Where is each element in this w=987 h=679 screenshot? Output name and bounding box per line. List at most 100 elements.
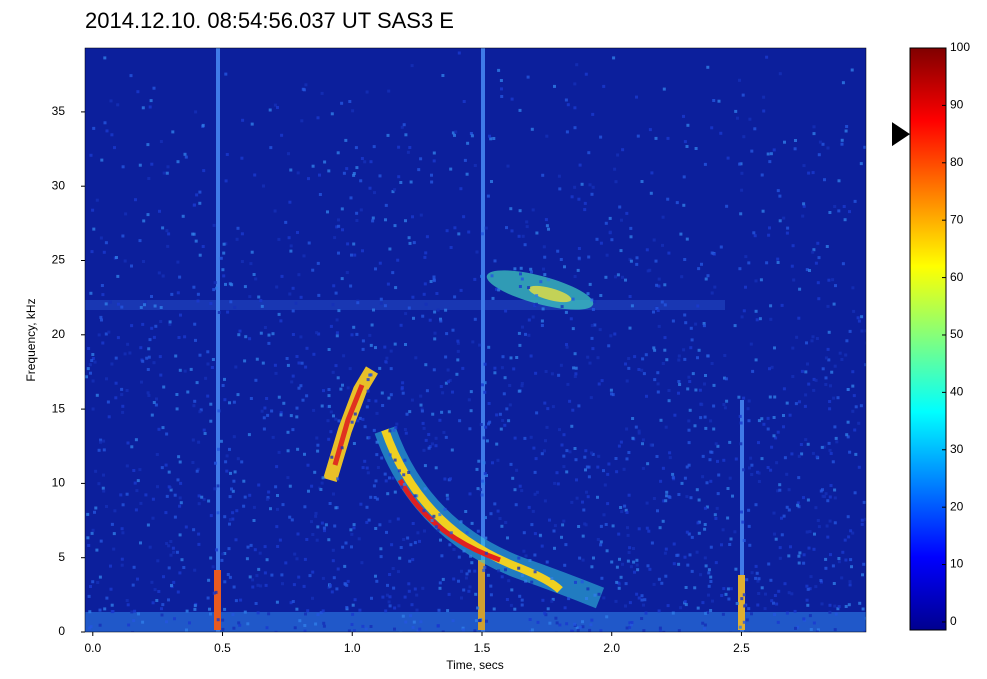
speckle (626, 559, 630, 563)
speckle (490, 180, 493, 183)
speckle (257, 567, 261, 571)
speckle (206, 596, 210, 600)
speckle (645, 248, 649, 252)
speckle (805, 598, 809, 602)
speckle (832, 582, 836, 585)
speckle (329, 324, 333, 328)
speckle (615, 580, 619, 584)
speckle (370, 323, 374, 327)
speckle (322, 624, 326, 628)
speckle (196, 467, 200, 471)
speckle (637, 527, 641, 531)
speckle (840, 358, 844, 361)
speckle (366, 389, 370, 393)
speckle (540, 544, 544, 548)
speckle (139, 501, 143, 505)
speckle (658, 526, 662, 530)
speckle (776, 489, 780, 493)
speckle (433, 337, 437, 341)
speckle (489, 137, 493, 141)
speckle (441, 577, 445, 581)
speckle (664, 425, 668, 429)
speckle (625, 427, 629, 431)
speckle (805, 341, 808, 345)
speckle (279, 319, 283, 323)
speckle (704, 426, 708, 430)
speckle (723, 406, 727, 410)
speckle (332, 414, 335, 418)
colorbar-tick-label: 20 (950, 499, 964, 513)
speckle (828, 519, 832, 523)
speckle (664, 547, 668, 551)
speckle (686, 387, 690, 391)
speckle (313, 470, 317, 474)
speckle (619, 440, 623, 444)
speckle (413, 587, 417, 591)
speckle (573, 275, 577, 278)
speckle (349, 528, 353, 532)
speckle (667, 251, 671, 255)
speckle (110, 522, 114, 526)
speckle (331, 559, 335, 563)
speckle (221, 627, 225, 631)
speckle (816, 241, 820, 245)
speckle (493, 366, 497, 370)
speckle (127, 623, 131, 627)
speckle (267, 612, 271, 616)
speckle (132, 619, 136, 623)
speckle (184, 155, 188, 159)
speckle (520, 382, 524, 385)
speckle (197, 502, 201, 506)
speckle (411, 625, 415, 629)
speckle (744, 285, 747, 289)
speckle (474, 592, 478, 596)
speckle (695, 550, 699, 554)
speckle (742, 135, 746, 139)
speckle (195, 469, 199, 473)
speckle (289, 249, 293, 253)
speckle (725, 204, 729, 208)
speckle (252, 519, 256, 522)
speckle (811, 335, 815, 339)
speckle (656, 309, 660, 312)
speckle (535, 490, 539, 494)
speckle (596, 356, 600, 360)
speckle (359, 208, 363, 212)
speckle (629, 235, 633, 239)
speckle (269, 146, 273, 150)
speckle (637, 429, 641, 433)
speckle (628, 601, 632, 605)
speckle (121, 531, 125, 535)
speckle (135, 489, 139, 493)
speckle (336, 376, 340, 380)
speckle (93, 510, 96, 514)
speckle (495, 442, 499, 446)
speckle (384, 218, 387, 222)
speckle (478, 343, 482, 347)
speckle (351, 109, 355, 113)
speckle (518, 343, 522, 347)
speckle (668, 456, 672, 460)
speckle (243, 495, 247, 499)
speckle (619, 575, 623, 579)
speckle (738, 267, 742, 271)
speckle (167, 598, 170, 602)
speckle (352, 172, 356, 175)
colorbar-tick-label: 90 (950, 98, 964, 112)
speckle (717, 99, 721, 103)
speckle (412, 241, 416, 245)
speckle (231, 489, 235, 493)
speckle (185, 609, 189, 613)
speckle (696, 356, 699, 360)
speckle (340, 277, 344, 281)
speckle (99, 539, 103, 543)
speckle (237, 333, 241, 337)
speckle (789, 545, 792, 549)
speckle (572, 366, 576, 370)
speckle (294, 301, 298, 305)
speckle (690, 569, 694, 573)
band (85, 300, 725, 310)
speckle (369, 625, 373, 628)
speckle (423, 464, 427, 468)
speckle (552, 529, 556, 533)
